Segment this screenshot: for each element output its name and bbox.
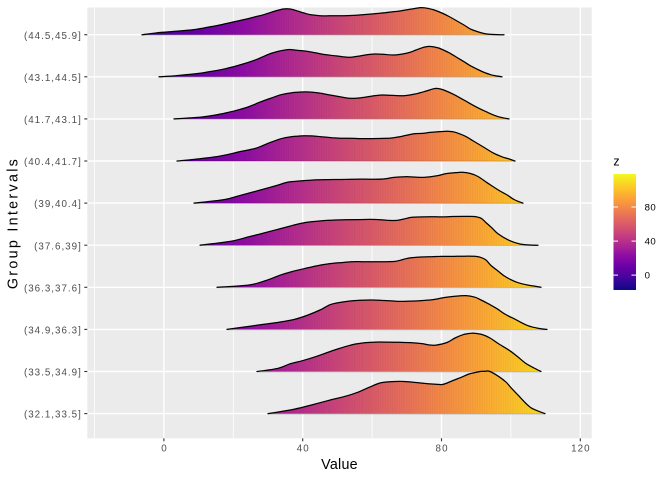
- svg-text:0: 0: [645, 271, 651, 282]
- svg-text:40: 40: [645, 237, 657, 248]
- svg-text:(40.4,41.7]: (40.4,41.7]: [24, 157, 82, 168]
- svg-text:(44.5,45.9]: (44.5,45.9]: [24, 31, 82, 42]
- svg-text:(36.3,37.6]: (36.3,37.6]: [24, 283, 82, 294]
- svg-text:80: 80: [645, 203, 657, 214]
- svg-text:(34.9,36.3]: (34.9,36.3]: [24, 326, 82, 337]
- svg-text:40: 40: [297, 444, 310, 455]
- svg-text:Value: Value: [321, 457, 358, 473]
- svg-text:(33.5,34.9]: (33.5,34.9]: [24, 368, 82, 379]
- svg-text:(37.6,39]: (37.6,39]: [34, 241, 82, 252]
- svg-text:120: 120: [571, 444, 591, 455]
- svg-text:80: 80: [436, 444, 449, 455]
- svg-text:Group Intervals: Group Intervals: [6, 157, 22, 289]
- svg-text:(39,40.4]: (39,40.4]: [34, 199, 82, 210]
- svg-text:z: z: [613, 155, 619, 169]
- svg-text:(41.7,43.1]: (41.7,43.1]: [24, 115, 82, 126]
- svg-text:(32.1,33.5]: (32.1,33.5]: [24, 410, 82, 421]
- svg-text:(43.1,44.5]: (43.1,44.5]: [24, 73, 82, 84]
- svg-text:0: 0: [161, 444, 168, 455]
